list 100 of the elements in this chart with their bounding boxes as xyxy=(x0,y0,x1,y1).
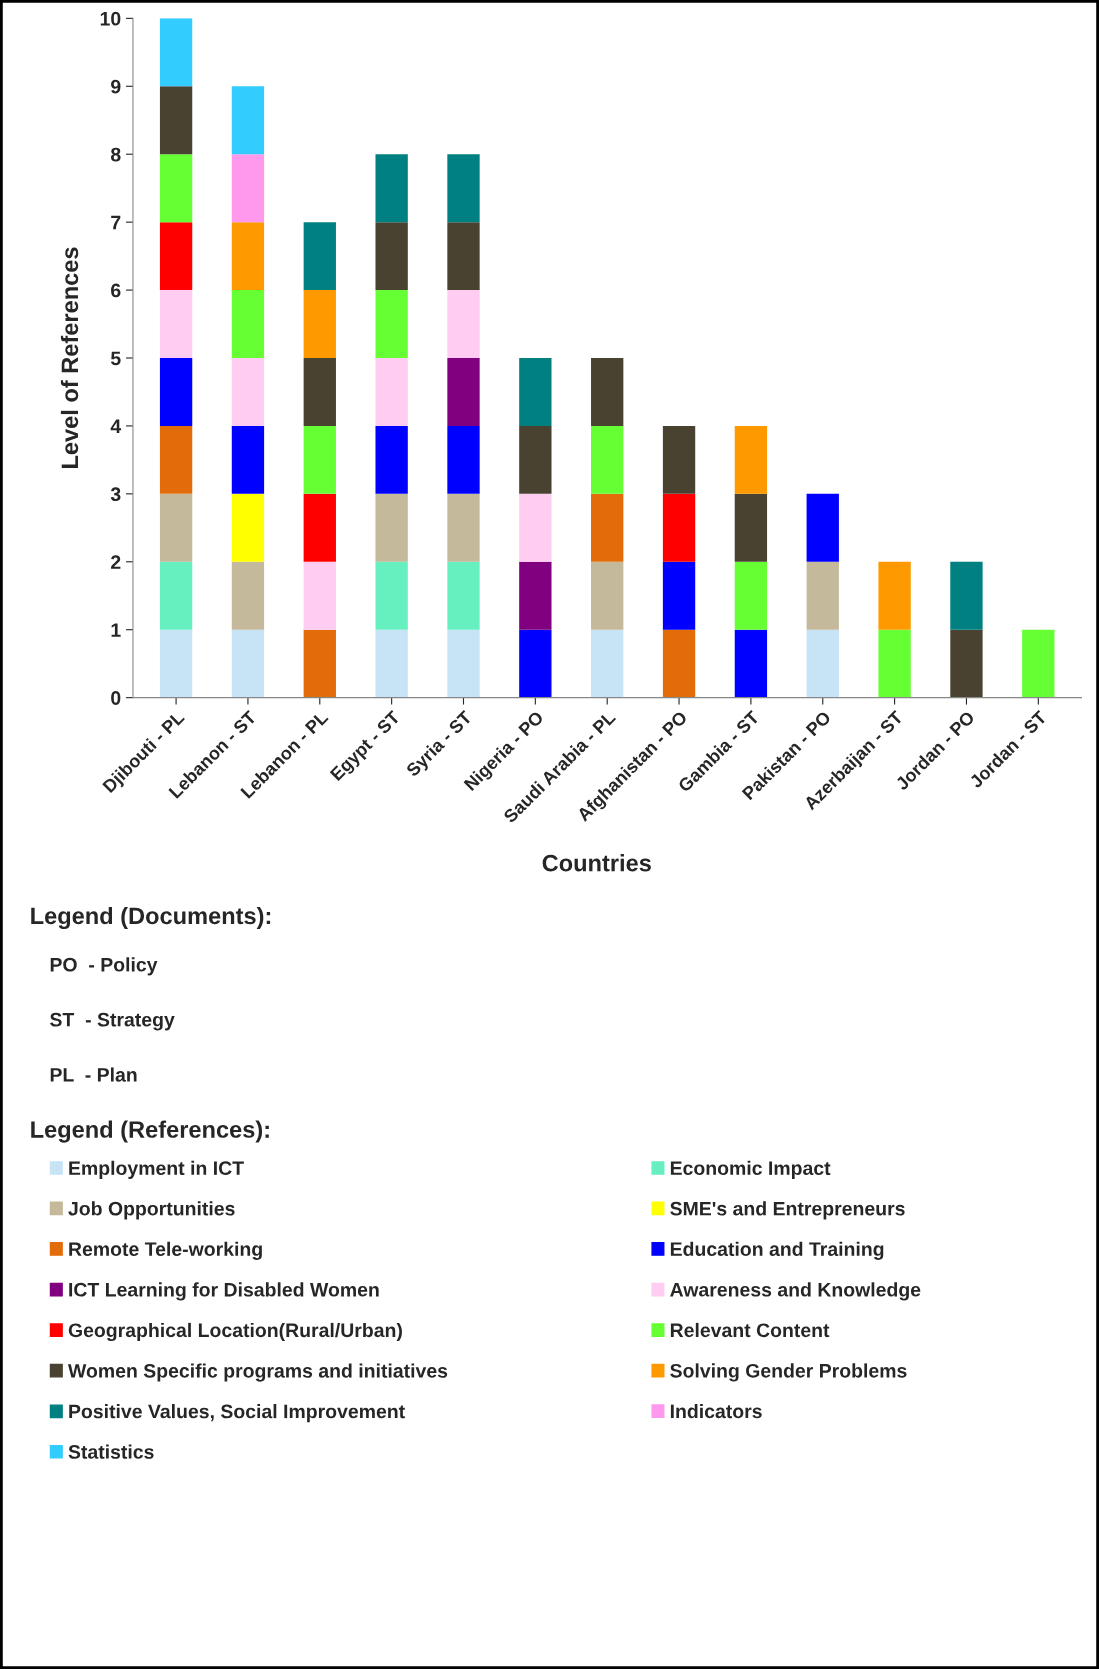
y-axis-title: Level of References xyxy=(60,247,79,468)
bar xyxy=(375,493,408,562)
bar xyxy=(447,493,480,562)
legend-label: Indicators xyxy=(670,1403,762,1419)
bar xyxy=(591,493,624,562)
y-tick-label: 10 xyxy=(100,11,121,26)
bar xyxy=(806,493,839,562)
bar xyxy=(159,629,193,698)
bar xyxy=(375,425,408,494)
bar xyxy=(303,358,336,426)
y-tick-label: 0 xyxy=(111,691,121,705)
bar xyxy=(303,561,336,630)
bar xyxy=(591,629,624,698)
bar xyxy=(375,222,408,291)
bar xyxy=(662,425,696,494)
legend-label: Statistics xyxy=(68,1444,154,1459)
legend-label: SME's and Entrepreneurs xyxy=(670,1201,905,1220)
bar xyxy=(447,425,480,494)
bar xyxy=(447,290,480,358)
y-tick-label: 3 xyxy=(110,487,121,502)
bar xyxy=(806,629,839,698)
bar xyxy=(734,493,768,562)
bar xyxy=(231,290,265,358)
y-tick-label: 4 xyxy=(110,419,122,433)
bar xyxy=(159,358,193,426)
x-axis-title: Countries xyxy=(542,854,651,872)
bar xyxy=(519,561,552,630)
legend-label: Education and Training xyxy=(670,1241,884,1260)
legend-label: Employment in ICT xyxy=(69,1160,244,1179)
bar xyxy=(447,561,480,630)
text: Legend (References): xyxy=(31,1120,269,1143)
legend-label: Geographical Location(Rural/Urban) xyxy=(68,1322,402,1342)
bar xyxy=(447,358,480,426)
bar xyxy=(231,561,265,630)
bar xyxy=(231,629,265,698)
bar xyxy=(591,358,624,426)
bar xyxy=(159,425,193,494)
bar xyxy=(303,425,336,494)
bar xyxy=(375,629,408,698)
bar xyxy=(159,561,193,630)
bar xyxy=(375,154,408,223)
bar xyxy=(231,222,265,291)
bar xyxy=(231,358,265,426)
bar xyxy=(878,561,911,630)
bar xyxy=(591,561,624,630)
bar xyxy=(447,154,480,223)
bar xyxy=(159,290,193,358)
bar xyxy=(375,561,408,630)
bar xyxy=(662,629,696,698)
legend-label: Awareness and Knowledge xyxy=(670,1282,921,1301)
bar xyxy=(519,358,552,426)
y-tick-label: 6 xyxy=(111,283,121,298)
bar xyxy=(447,629,480,698)
text: PL - Plan xyxy=(50,1067,137,1082)
bar xyxy=(519,629,552,698)
bar xyxy=(231,86,265,155)
bar xyxy=(303,290,336,358)
legend-label: Economic Impact xyxy=(670,1160,831,1179)
legend-label: Job Opportunities xyxy=(68,1201,235,1220)
text: ST - Strategy xyxy=(50,1012,175,1031)
bar xyxy=(447,222,480,291)
bar xyxy=(519,493,552,562)
legend-label: Relevant Content xyxy=(670,1322,830,1338)
bar xyxy=(303,493,336,562)
bar xyxy=(231,154,265,223)
bar xyxy=(375,290,408,358)
y-tick-label: 8 xyxy=(110,147,121,162)
y-tick-label: 1 xyxy=(111,623,121,637)
legend-label: ICT Learning for Disabled Women xyxy=(69,1282,379,1301)
bar xyxy=(303,222,336,291)
legend-label: Women Specific programs and initiatives xyxy=(67,1363,448,1382)
bar xyxy=(231,493,265,562)
text: PO - Policy xyxy=(50,957,158,976)
y-tick-label: 5 xyxy=(110,351,121,366)
bar xyxy=(159,18,193,87)
bar xyxy=(303,629,336,698)
bar xyxy=(950,561,983,630)
bar xyxy=(950,629,983,698)
text: Legend (Documents): xyxy=(31,906,271,930)
legend-label: Remote Tele-working xyxy=(69,1241,262,1260)
bar xyxy=(231,425,265,494)
bar xyxy=(591,425,624,494)
bar xyxy=(159,154,193,223)
bar xyxy=(519,425,552,494)
y-tick-label: 2 xyxy=(111,555,121,569)
y-tick-label: 9 xyxy=(111,79,121,94)
bar xyxy=(734,425,768,494)
bar xyxy=(159,86,193,155)
legend-label: Solving Gender Problems xyxy=(670,1363,907,1382)
legend-label: Positive Values, Social Improvement xyxy=(69,1404,405,1423)
bar xyxy=(878,629,911,698)
y-tick-label: 7 xyxy=(111,215,121,230)
bar xyxy=(662,493,696,562)
bar xyxy=(159,493,193,562)
bar xyxy=(734,629,768,698)
bar xyxy=(806,561,839,630)
bar xyxy=(375,358,408,426)
bar xyxy=(1022,629,1055,698)
bar xyxy=(734,561,768,630)
bar xyxy=(159,222,193,291)
